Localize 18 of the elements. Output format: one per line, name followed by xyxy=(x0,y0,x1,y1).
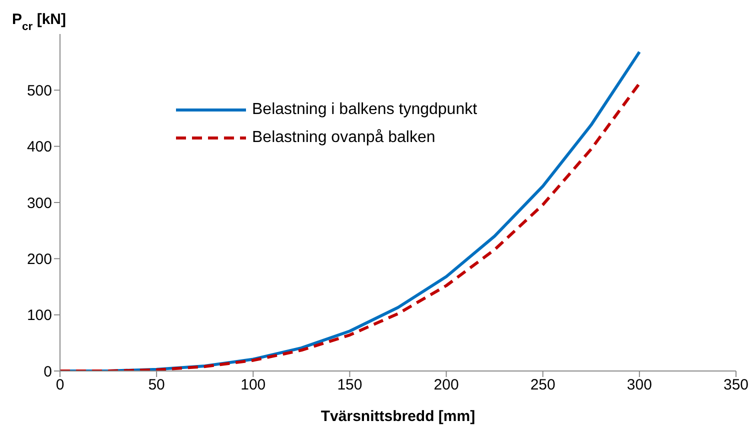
x-tick-label: 100 xyxy=(240,376,266,394)
x-tick-label: 150 xyxy=(337,376,362,394)
legend-label: Belastning i balkens tyngdpunkt xyxy=(252,101,478,119)
y-tick-label: 400 xyxy=(26,138,52,156)
x-tick-label: 200 xyxy=(434,376,459,394)
x-axis-title: Tvärsnittsbredd [mm] xyxy=(320,408,476,425)
x-tick-label: 0 xyxy=(56,376,64,394)
x-tick-label: 350 xyxy=(723,376,749,394)
y-tick-label: 100 xyxy=(26,307,52,324)
y-axis-title: P$_{cr}$ [kN] xyxy=(12,11,66,33)
x-tick-label: 300 xyxy=(626,376,652,394)
x-tick-label: 250 xyxy=(530,376,556,394)
x-tick-label: 50 xyxy=(148,376,165,394)
y-tick-label: 0 xyxy=(44,363,52,380)
y-tick-label: 500 xyxy=(26,82,52,100)
legend-label: Belastning ovanpå balken xyxy=(252,129,436,147)
y-tick-label: 200 xyxy=(26,250,52,268)
y-tick-label: 300 xyxy=(26,194,52,212)
